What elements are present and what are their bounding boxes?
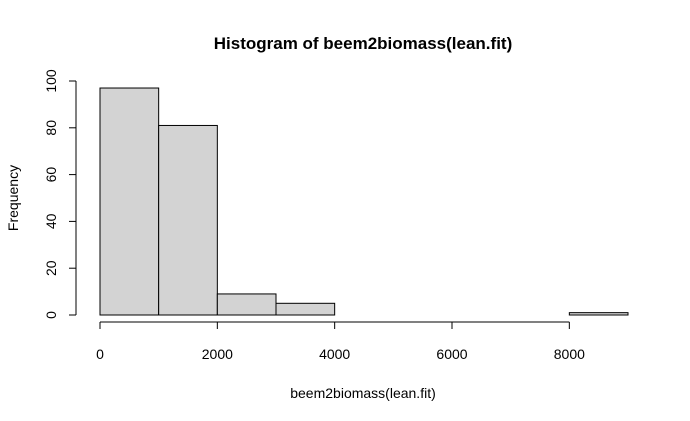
x-tick-label-0: 0 xyxy=(96,346,104,362)
histogram-bar-1 xyxy=(158,124,218,316)
histogram-bar-2 xyxy=(216,293,277,316)
x-tick-label-3: 6000 xyxy=(436,346,467,362)
y-axis-label: Frequency xyxy=(5,165,21,231)
x-axis: 0 2000 4000 6000 8000 xyxy=(96,321,585,362)
y-tick-label-1: 20 xyxy=(43,260,59,276)
histogram-bar-8 xyxy=(568,312,629,316)
histogram-bar-0 xyxy=(99,87,160,316)
x-tick-label-1: 2000 xyxy=(202,346,233,362)
x-tick-label-4: 8000 xyxy=(554,346,585,362)
chart-title: Histogram of beem2biomass(lean.fit) xyxy=(214,34,513,53)
y-tick-label-5: 100 xyxy=(43,69,59,93)
y-tick-label-4: 80 xyxy=(43,120,59,136)
x-tick-label-2: 4000 xyxy=(319,346,350,362)
histogram-bar-3 xyxy=(275,302,336,316)
x-axis-label: beem2biomass(lean.fit) xyxy=(290,385,436,401)
y-tick-label-0: 0 xyxy=(43,311,59,319)
y-tick-label-3: 60 xyxy=(43,167,59,183)
y-axis: 0 20 40 60 80 100 xyxy=(43,69,77,319)
y-tick-label-2: 40 xyxy=(43,213,59,229)
bars-group xyxy=(99,87,629,316)
